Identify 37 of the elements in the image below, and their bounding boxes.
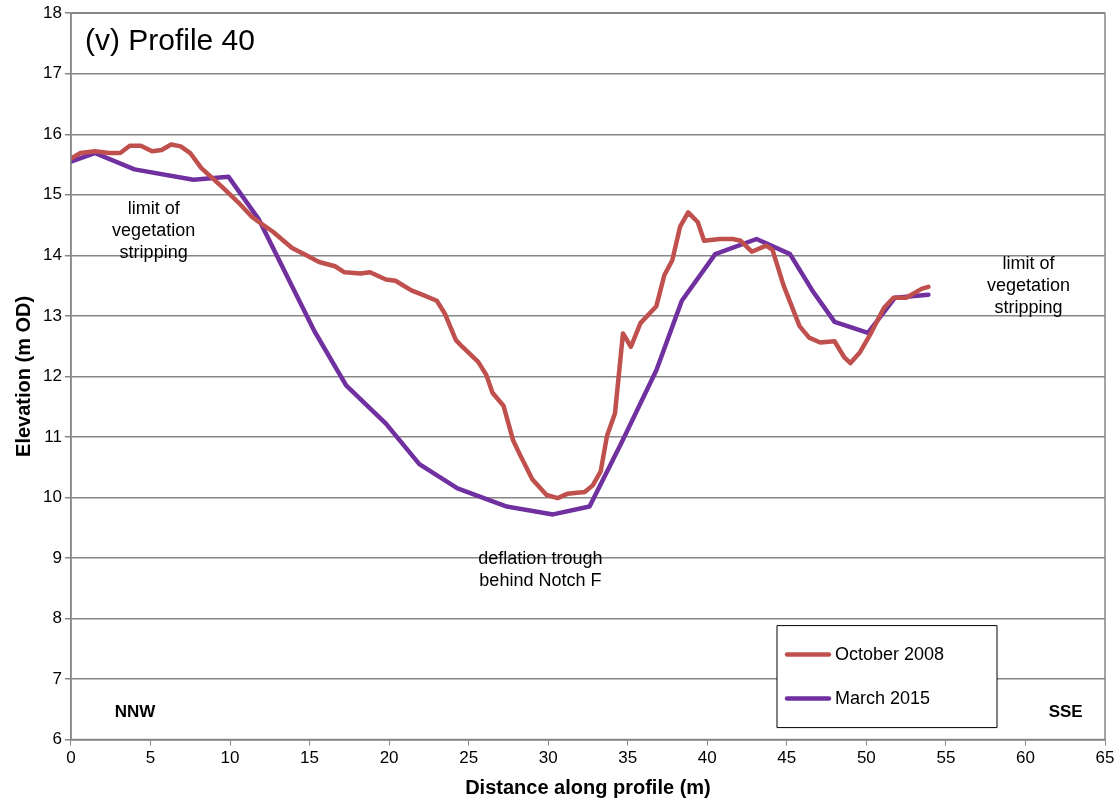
- y-tick-label: 9: [52, 547, 62, 567]
- y-tick-label: 14: [42, 245, 62, 265]
- legend-label: March 2015: [835, 687, 931, 708]
- x-tick-label: 35: [618, 748, 638, 768]
- y-tick-label: 15: [42, 184, 62, 204]
- x-tick-label: 15: [300, 748, 320, 768]
- y-tick-label: 11: [44, 426, 62, 446]
- annotation: deflation trough behind Notch F: [478, 548, 603, 591]
- y-axis-title: Elevation (m OD): [11, 295, 34, 457]
- annotation: limit of vegetation stripping: [112, 198, 196, 263]
- y-tick-label: 18: [42, 2, 62, 22]
- x-tick-label: 45: [777, 748, 797, 768]
- x-tick-label: 55: [936, 748, 956, 768]
- x-tick-label: 20: [379, 748, 399, 768]
- x-tick-label: 5: [145, 748, 156, 768]
- x-tick-label: 40: [697, 748, 717, 768]
- annotation: limit of vegetation stripping: [986, 252, 1071, 317]
- y-tick-label: 12: [42, 366, 62, 386]
- annotation: SSE: [1048, 701, 1083, 721]
- y-tick-label: 13: [42, 305, 62, 325]
- x-tick-label: 50: [856, 748, 876, 768]
- x-tick-label: 0: [66, 748, 76, 768]
- x-axis-title: Distance along profile (m): [465, 775, 711, 798]
- y-tick-label: 8: [52, 608, 62, 628]
- x-tick-label: 60: [1015, 748, 1035, 768]
- x-tick-label: 30: [538, 748, 558, 768]
- x-tick-label: 65: [1095, 748, 1115, 768]
- y-tick-label: 10: [42, 487, 62, 507]
- y-tick-label: 16: [42, 123, 62, 143]
- x-tick-label: 10: [220, 748, 240, 768]
- y-tick-label: 7: [52, 668, 62, 688]
- annotation: NNW: [114, 701, 157, 721]
- y-tick-label: 17: [42, 63, 62, 83]
- legend-label: October 2008: [835, 643, 945, 664]
- chart-title: (v) Profile 40: [84, 23, 255, 57]
- y-tick-label: 6: [52, 729, 62, 749]
- x-tick-label: 25: [459, 748, 479, 768]
